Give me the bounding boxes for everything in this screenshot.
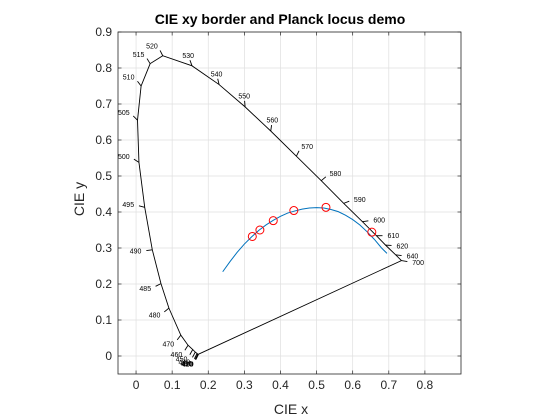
y-tick-label: 0.2 bbox=[95, 277, 112, 291]
wavelength-label-580: 580 bbox=[330, 171, 342, 178]
wavelength-label-485: 485 bbox=[139, 286, 151, 293]
wavelength-label-470: 470 bbox=[162, 341, 174, 348]
wavelength-label-430: 430 bbox=[180, 361, 192, 368]
planck-locus-line bbox=[222, 207, 388, 273]
wavelength-label-550: 550 bbox=[238, 93, 250, 100]
wavelength-tick bbox=[184, 344, 189, 351]
spectral-locus-line bbox=[137, 55, 402, 355]
wavelength-tick bbox=[189, 60, 193, 66]
wavelength-label-600: 600 bbox=[373, 218, 385, 225]
grid-lines bbox=[118, 31, 461, 374]
plot-area bbox=[117, 31, 462, 375]
wavelength-label-620: 620 bbox=[397, 243, 409, 250]
y-tick-label: 0.8 bbox=[95, 61, 112, 75]
wavelength-tick bbox=[343, 200, 350, 204]
planck-marker bbox=[255, 225, 265, 235]
wavelength-label-440: 440 bbox=[178, 359, 190, 366]
planck-marker bbox=[321, 202, 331, 212]
wavelength-label-420: 420 bbox=[181, 362, 193, 369]
y-tick-labels: 0 0.1 0.2 0.3 0.4 0.5 0.6 0.7 0.8 0.9 bbox=[95, 25, 112, 363]
wavelength-tick bbox=[217, 78, 220, 85]
y-tick-label: 0.3 bbox=[95, 241, 112, 255]
wavelength-tick bbox=[395, 254, 402, 257]
wavelength-tick bbox=[163, 307, 170, 313]
x-tick-labels: 0 0.1 0.2 0.3 0.4 0.5 0.6 0.7 0.8 bbox=[133, 378, 434, 392]
planck-marker bbox=[367, 227, 377, 237]
planck-markers bbox=[247, 202, 377, 241]
planck-marker bbox=[289, 206, 299, 216]
wavelength-label-400: 400 bbox=[182, 362, 194, 369]
wavelength-label-490: 490 bbox=[130, 249, 142, 256]
wavelength-tick bbox=[194, 354, 199, 360]
wavelength-label-520: 520 bbox=[146, 43, 158, 50]
line-of-purples bbox=[198, 260, 402, 355]
wavelength-ticks bbox=[132, 50, 408, 360]
wavelength-tick bbox=[146, 249, 153, 251]
wavelength-label-530: 530 bbox=[182, 53, 194, 60]
x-tick-label: 0.7 bbox=[380, 378, 397, 392]
y-tick-label: 0.1 bbox=[95, 313, 112, 327]
wavelength-label-500: 500 bbox=[118, 154, 130, 161]
x-tick-label: 0.3 bbox=[236, 378, 253, 392]
wavelength-label-540: 540 bbox=[211, 71, 223, 78]
y-axis-label: CIE y bbox=[71, 182, 87, 216]
wavelength-tick bbox=[137, 80, 142, 87]
x-tick-label: 0.5 bbox=[308, 378, 325, 392]
wavelength-tick bbox=[132, 115, 138, 121]
y-tick-label: 0.7 bbox=[95, 97, 112, 111]
x-tick-label: 0 bbox=[133, 378, 140, 392]
wavelength-tick bbox=[320, 176, 327, 182]
x-tick-label: 0.2 bbox=[200, 378, 217, 392]
wavelength-tick bbox=[270, 124, 273, 132]
y-tick-label: 0.9 bbox=[95, 25, 112, 39]
x-tick-label: 0.8 bbox=[417, 378, 434, 392]
wavelength-tick bbox=[295, 150, 300, 157]
planck-marker bbox=[247, 231, 257, 241]
y-tick-label: 0 bbox=[105, 349, 112, 363]
wavelength-tick bbox=[159, 50, 164, 56]
wavelength-label-700: 700 bbox=[412, 260, 424, 267]
wavelength-tick bbox=[401, 260, 408, 262]
x-tick-label: 0.4 bbox=[272, 378, 289, 392]
wavelength-tick bbox=[192, 351, 196, 358]
wavelength-label-505: 505 bbox=[118, 110, 130, 117]
wavelength-tick bbox=[146, 58, 151, 64]
x-axis-label: CIE x bbox=[274, 401, 308, 417]
wavelength-tick bbox=[155, 283, 162, 287]
wavelength-tick bbox=[176, 334, 182, 341]
wavelength-label-450: 450 bbox=[176, 357, 188, 364]
wavelength-tick bbox=[133, 158, 140, 163]
chart-title: CIE xy border and Planck locus demo bbox=[155, 11, 406, 27]
wavelength-label-570: 570 bbox=[301, 144, 313, 151]
wavelength-tick bbox=[189, 349, 194, 355]
wavelength-tick bbox=[193, 353, 198, 360]
wavelength-tick bbox=[138, 205, 145, 208]
wavelength-label-480: 480 bbox=[149, 313, 161, 320]
axis-ticks bbox=[118, 31, 461, 374]
wavelength-label-460: 460 bbox=[171, 352, 183, 359]
y-tick-label: 0.4 bbox=[95, 205, 112, 219]
x-tick-label: 0.6 bbox=[344, 378, 361, 392]
wavelength-label-410: 410 bbox=[182, 362, 194, 369]
wavelength-label-510: 510 bbox=[123, 75, 135, 82]
y-tick-label: 0.5 bbox=[95, 169, 112, 183]
x-tick-label: 0.1 bbox=[164, 378, 181, 392]
wavelength-label-495: 495 bbox=[122, 202, 134, 209]
wavelength-label-590: 590 bbox=[354, 197, 366, 204]
planck-marker bbox=[268, 216, 278, 226]
y-tick-label: 0.6 bbox=[95, 133, 112, 147]
wavelength-label-515: 515 bbox=[133, 52, 145, 59]
wavelength-label-640: 640 bbox=[407, 254, 419, 261]
wavelength-label-560: 560 bbox=[266, 118, 278, 125]
wavelength-label-610: 610 bbox=[388, 233, 400, 240]
wavelength-tick bbox=[362, 220, 369, 223]
